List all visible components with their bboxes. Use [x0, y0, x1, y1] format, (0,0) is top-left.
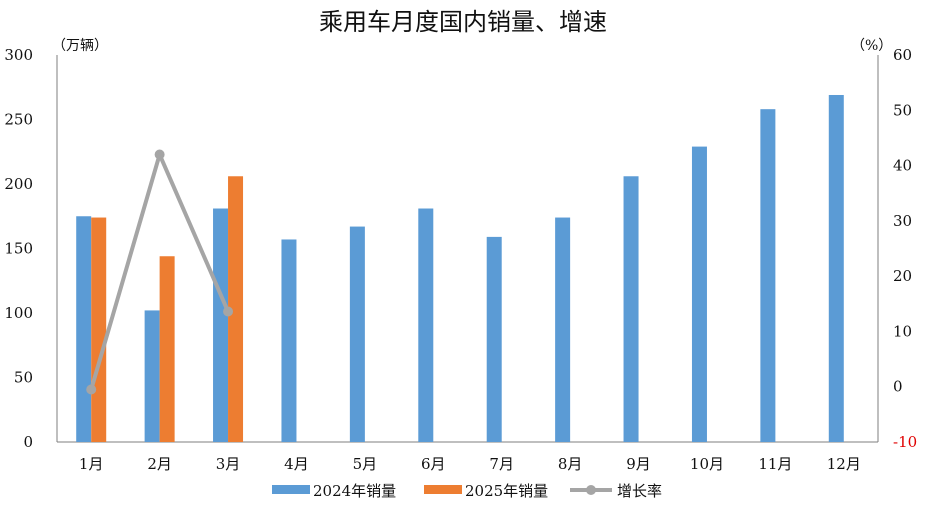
x-tick-label: 11月 — [758, 455, 792, 473]
legend-marker — [586, 485, 596, 495]
axes: 0 50 100 150 200 250 300 -10 0 10 20 30 40 50 60 1月 2月 3月… — [4, 46, 917, 473]
left-tick-label: 250 — [4, 111, 33, 129]
legend-swatch — [424, 485, 462, 494]
left-tick-label: 150 — [4, 240, 33, 258]
x-tick-label: 10月 — [690, 455, 724, 473]
left-tick-label: 0 — [23, 433, 33, 451]
bar — [144, 310, 160, 442]
x-tick-label: 2月 — [147, 455, 172, 473]
bar — [623, 176, 639, 442]
x-tick-label: 6月 — [421, 455, 446, 473]
x-tick-label: 9月 — [626, 455, 651, 473]
right-tick-label: 0 — [893, 378, 903, 396]
bar — [213, 208, 229, 442]
x-tick-label: 4月 — [284, 455, 309, 473]
x-tick-label: 3月 — [216, 455, 241, 473]
legend: 2024年销量 2025年销量 增长率 — [272, 482, 662, 500]
left-tick-label: 50 — [14, 369, 33, 387]
right-axis-unit: （%） — [851, 38, 892, 54]
bar — [91, 217, 107, 442]
legend-label: 2024年销量 — [313, 482, 396, 500]
right-tick-label: 50 — [893, 101, 912, 119]
legend-label: 增长率 — [617, 482, 662, 500]
right-tick-label: 40 — [893, 157, 912, 175]
bar — [349, 226, 365, 442]
bars — [76, 94, 844, 443]
left-tick-label: 300 — [4, 46, 33, 64]
right-tick-label: 10 — [893, 322, 912, 340]
bar — [555, 217, 571, 442]
growth-point — [154, 149, 165, 160]
bar — [281, 239, 297, 442]
bar — [76, 216, 92, 442]
bar — [159, 256, 175, 442]
bar — [486, 236, 502, 442]
left-axis-unit: （万辆） — [52, 38, 108, 54]
left-tick-label: 200 — [4, 175, 33, 193]
right-tick-label: -10 — [893, 433, 917, 451]
right-tick-label: 20 — [893, 267, 912, 285]
left-tick-label: 100 — [4, 304, 33, 322]
legend-swatch — [272, 485, 310, 494]
growth-point — [86, 384, 97, 395]
right-tick-label: 30 — [893, 212, 912, 230]
bar — [691, 146, 707, 442]
chart-title: 乘用车月度国内销量、增速 — [319, 8, 607, 36]
bar — [760, 109, 776, 443]
x-tick-label: 1月 — [79, 455, 104, 473]
growth-line — [86, 149, 234, 395]
x-tick-label: 12月 — [827, 455, 861, 473]
x-tick-label: 7月 — [489, 455, 514, 473]
bar — [228, 176, 244, 442]
growth-point — [223, 306, 234, 317]
x-tick-label: 5月 — [353, 455, 378, 473]
x-tick-label: 8月 — [558, 455, 583, 473]
legend-label: 2025年销量 — [465, 482, 548, 500]
bar — [418, 208, 434, 442]
right-tick-label: 60 — [893, 46, 912, 64]
bar — [828, 94, 844, 443]
